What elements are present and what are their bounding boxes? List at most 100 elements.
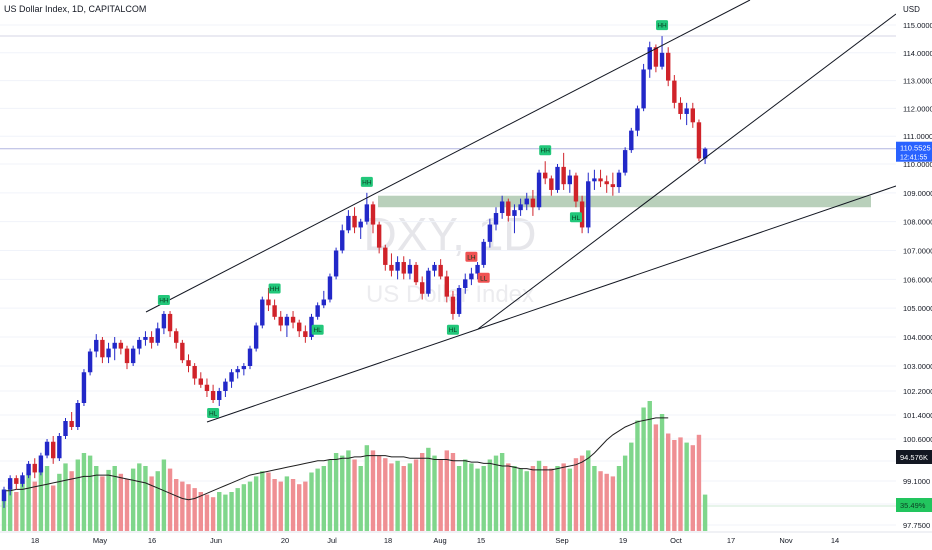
swing-label-text: LL bbox=[480, 275, 488, 282]
candle-body bbox=[684, 108, 689, 114]
price-axis[interactable]: USD 115.0000 114.0000 113.0000 112.0000 111.… bbox=[896, 0, 932, 532]
swing-label-text: HH bbox=[541, 148, 551, 155]
volume-bar bbox=[370, 450, 376, 531]
swing-label-box bbox=[477, 272, 490, 283]
candle-body bbox=[395, 262, 400, 271]
volume-bar bbox=[555, 466, 560, 531]
candle-body bbox=[401, 262, 406, 274]
candle-body bbox=[100, 339, 105, 358]
candle-body bbox=[167, 313, 173, 332]
volume-bar bbox=[438, 459, 443, 531]
volume-bar bbox=[561, 463, 566, 531]
price-tick: 110.0000 bbox=[903, 160, 932, 169]
volume-bar bbox=[253, 476, 259, 531]
volume-bar bbox=[346, 450, 351, 531]
candle-body bbox=[38, 455, 44, 473]
candle-body bbox=[543, 172, 548, 179]
candle-body bbox=[284, 316, 290, 326]
swing-label-box bbox=[656, 20, 669, 31]
volume-bar bbox=[87, 455, 93, 531]
volume-bar bbox=[420, 453, 425, 531]
candle-body bbox=[518, 204, 523, 211]
candle-body bbox=[549, 178, 554, 190]
candle-body bbox=[653, 47, 659, 67]
time-axis[interactable]: 18 May 16 Jun 20 Jul 18 Aug 15 Sep 19 Oct 17 Nov 14 bbox=[0, 531, 932, 545]
volume-bar bbox=[647, 401, 652, 531]
candle-body bbox=[702, 148, 708, 159]
volume-bar bbox=[401, 466, 406, 531]
price-tick: 100.6000 bbox=[903, 435, 932, 444]
candle-body bbox=[432, 264, 437, 271]
volume-bar bbox=[217, 492, 222, 531]
volume-bar bbox=[543, 466, 548, 531]
volume-bar bbox=[100, 476, 105, 531]
candle-body bbox=[253, 325, 259, 349]
volume-bar bbox=[672, 440, 677, 531]
channel-upper-line bbox=[145, 0, 751, 313]
chart-watermark: DXY, 1D US Dollar Index bbox=[363, 208, 536, 308]
volume-bar bbox=[407, 463, 413, 531]
volume-bars bbox=[1, 401, 708, 531]
volume-bar bbox=[303, 481, 308, 531]
volume-bar bbox=[395, 460, 400, 531]
rising-support-line bbox=[477, 13, 897, 330]
watermark-name: US Dollar Index bbox=[366, 281, 534, 308]
volume-bar bbox=[229, 492, 234, 531]
candle-body bbox=[112, 342, 117, 349]
volume-bar bbox=[702, 494, 708, 531]
price-tag-countdown: 12:41:55 bbox=[900, 155, 927, 162]
candle-body bbox=[309, 316, 314, 337]
volume-bar bbox=[241, 484, 247, 531]
volume-bar bbox=[118, 473, 124, 531]
candle-body bbox=[340, 230, 345, 251]
volume-bar bbox=[130, 468, 136, 531]
time-tick: Sep bbox=[555, 536, 568, 545]
volume-bar bbox=[266, 472, 271, 531]
candle-body bbox=[143, 337, 148, 340]
volume-bar bbox=[137, 463, 142, 531]
time-tick: 18 bbox=[384, 536, 392, 545]
volume-bar bbox=[75, 459, 80, 531]
volume-bar bbox=[450, 453, 456, 531]
price-tick: 104.0000 bbox=[903, 333, 932, 342]
candle-body bbox=[32, 463, 37, 473]
volume-bar bbox=[506, 463, 511, 531]
price-tag-box bbox=[896, 141, 932, 162]
swing-label-box bbox=[268, 283, 281, 294]
candle-body bbox=[506, 201, 511, 216]
candle-body bbox=[561, 166, 566, 185]
volume-bar bbox=[524, 471, 529, 531]
candle-body bbox=[1, 489, 7, 502]
candle-body bbox=[303, 331, 308, 337]
time-tick: Jul bbox=[327, 536, 337, 545]
volume-bar bbox=[518, 468, 523, 531]
volume-bar bbox=[666, 433, 671, 531]
candle-body bbox=[204, 384, 210, 391]
candle-body bbox=[407, 264, 413, 274]
volume-bar bbox=[659, 414, 665, 531]
price-tick: 112.0000 bbox=[903, 104, 932, 113]
candle-body bbox=[124, 348, 130, 364]
axis-tags: 110.5525 12:41:55 94.576K 35.49% bbox=[896, 141, 932, 512]
volume-bar bbox=[290, 479, 296, 531]
volume-bar bbox=[432, 455, 437, 531]
candle-body bbox=[26, 463, 31, 476]
volume-bar bbox=[143, 466, 148, 531]
candle-body bbox=[149, 337, 154, 343]
candle-body bbox=[327, 276, 333, 300]
candle-body bbox=[635, 108, 640, 131]
volume-bar bbox=[247, 481, 253, 531]
swing-label-text: HH bbox=[657, 23, 667, 30]
candle-body bbox=[512, 210, 517, 216]
candle-body bbox=[155, 328, 160, 343]
volume-bar bbox=[69, 471, 74, 531]
candle-body bbox=[266, 299, 271, 306]
time-tick: 15 bbox=[477, 536, 485, 545]
candle-body bbox=[229, 372, 234, 382]
trend-lines[interactable] bbox=[145, 0, 897, 423]
candle-body bbox=[223, 381, 228, 391]
candle-body bbox=[383, 247, 388, 265]
time-tick: 19 bbox=[619, 536, 627, 545]
swing-label-box bbox=[465, 251, 478, 262]
